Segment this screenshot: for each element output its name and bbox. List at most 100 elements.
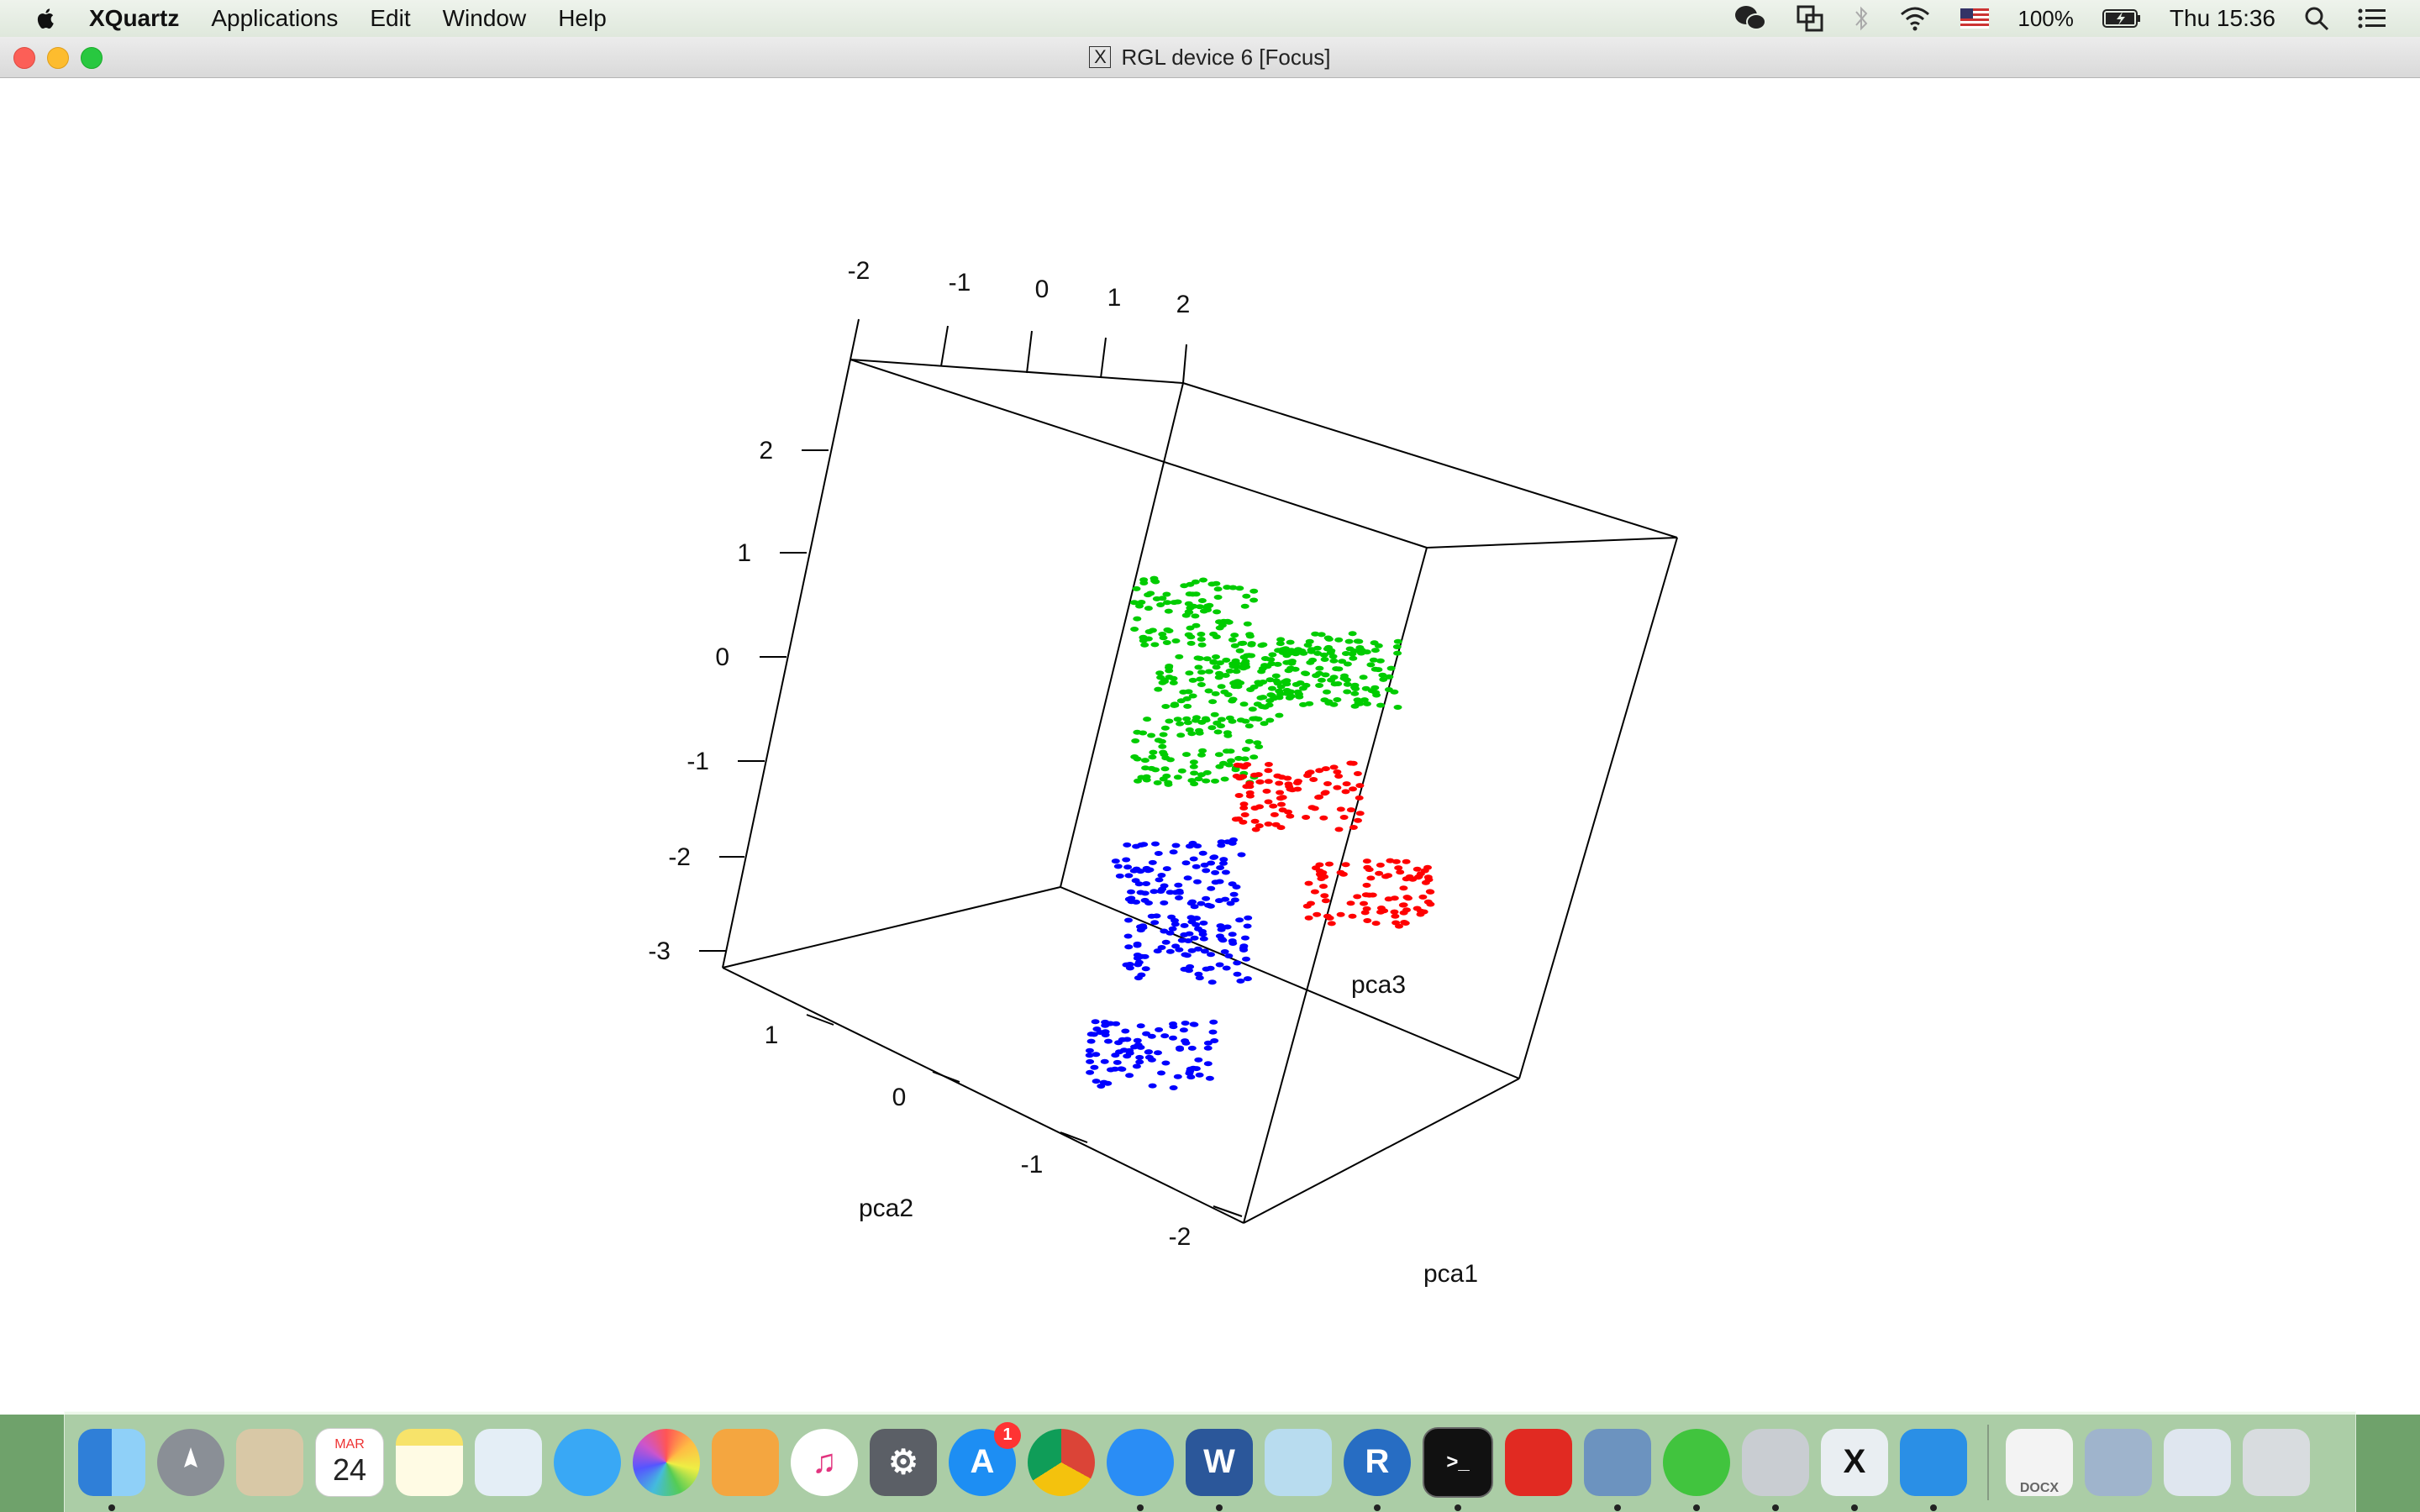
data-point (1355, 783, 1365, 789)
app-store-badge: 1 (994, 1421, 1021, 1449)
launchpad-icon[interactable] (157, 1428, 224, 1496)
data-point (1160, 928, 1169, 934)
data-point (1260, 721, 1269, 727)
data-point (1169, 849, 1178, 855)
preview-icon[interactable] (475, 1428, 542, 1496)
data-point (1304, 770, 1313, 776)
safari-icon[interactable] (1107, 1428, 1174, 1511)
data-point (1357, 648, 1366, 653)
data-point (1293, 786, 1302, 792)
data-point (1086, 1058, 1095, 1064)
finder-icon[interactable] (78, 1428, 145, 1511)
data-point (1203, 1040, 1213, 1046)
data-point (1271, 673, 1281, 679)
box-edge (1060, 382, 1184, 888)
data-point (1151, 767, 1160, 773)
database-icon[interactable] (1742, 1428, 1809, 1511)
tick-label-pca2: -2 (1169, 1223, 1192, 1251)
photos-icon[interactable] (633, 1428, 700, 1496)
calendar-icon[interactable]: MAR 24 (315, 1427, 384, 1497)
data-point (1189, 856, 1198, 862)
menu-edit[interactable]: Edit (370, 5, 411, 31)
data-point (1362, 858, 1371, 864)
data-point (1220, 776, 1229, 782)
word-icon[interactable]: W (1186, 1428, 1253, 1511)
data-point (1124, 917, 1133, 923)
data-point (1170, 600, 1179, 606)
netease-music-icon[interactable] (1505, 1428, 1572, 1496)
clock[interactable]: Thu 15:36 (2169, 5, 2275, 31)
menu-app-name[interactable]: XQuartz (89, 5, 180, 31)
battery-percent[interactable]: 100% (2018, 5, 2074, 31)
pages-icon[interactable] (712, 1428, 779, 1496)
rgl-3d-plot[interactable]: -2 -1 0 1 2 2 1 0 -1 -2 -3 1 0 -1 -2 pca… (0, 77, 2420, 1415)
data-point (1157, 1070, 1165, 1076)
menu-applications[interactable]: Applications (211, 5, 339, 31)
data-point (1315, 768, 1324, 774)
data-point (1292, 780, 1302, 785)
axis-label-pca3: pca3 (1351, 971, 1406, 999)
apple-icon[interactable] (34, 6, 59, 31)
data-point (1158, 632, 1167, 637)
notification-center-icon[interactable] (2358, 7, 2386, 30)
bluetooth-icon[interactable] (1853, 4, 1870, 33)
menu-window[interactable]: Window (442, 5, 527, 31)
data-point (1228, 932, 1237, 937)
search-icon[interactable] (2304, 6, 2329, 31)
axis-label-pca1: pca1 (1423, 1260, 1478, 1288)
box-edge (722, 359, 851, 969)
mail-icon[interactable] (236, 1428, 303, 1496)
data-point (1233, 679, 1242, 685)
wifi-icon[interactable] (1898, 6, 1932, 31)
screenshot-file-icon[interactable] (2164, 1428, 2231, 1496)
data-point (1139, 580, 1149, 585)
xcode-icon[interactable] (1900, 1428, 1967, 1511)
battery-icon[interactable] (2102, 8, 2141, 29)
data-point (1196, 604, 1204, 610)
dictionary-icon[interactable] (1265, 1428, 1332, 1496)
data-point (1336, 806, 1345, 812)
r-icon[interactable]: R (1344, 1428, 1411, 1511)
data-point (1340, 673, 1349, 679)
minimize-button[interactable] (47, 47, 69, 69)
data-point (1194, 776, 1203, 782)
data-point (1215, 898, 1223, 904)
data-point (1197, 637, 1206, 642)
chrome-icon[interactable] (1028, 1428, 1095, 1496)
docx-file-icon[interactable]: DOCX (2006, 1428, 2073, 1496)
notes-icon[interactable] (396, 1428, 463, 1496)
data-point (1240, 812, 1249, 817)
close-button[interactable] (13, 47, 35, 69)
data-point (1302, 815, 1311, 820)
data-point (1326, 650, 1335, 656)
data-point (1219, 857, 1228, 863)
data-point (1266, 657, 1276, 663)
db-file-icon[interactable] (2085, 1428, 2152, 1496)
data-point (1342, 781, 1351, 787)
screen-share-icon[interactable] (1796, 4, 1824, 33)
data-point (1249, 588, 1259, 594)
system-preferences-icon[interactable]: ⚙ (870, 1428, 937, 1496)
wechat-status-icon[interactable] (1733, 4, 1767, 33)
data-point (1086, 1032, 1096, 1037)
terminal-icon[interactable]: >_ (1423, 1426, 1493, 1511)
image-viewer-icon[interactable] (1584, 1428, 1651, 1511)
menu-help[interactable]: Help (558, 5, 607, 31)
zoom-button[interactable] (81, 47, 103, 69)
itunes-icon[interactable]: ♫ (791, 1428, 858, 1496)
data-point (1091, 1019, 1100, 1025)
data-point (1329, 701, 1339, 707)
data-point (1365, 892, 1374, 898)
messages-icon[interactable] (554, 1428, 621, 1496)
title-bar[interactable]: X RGL device 6 [Focus] (0, 37, 2420, 78)
xquartz-icon[interactable]: X (1821, 1428, 1888, 1511)
us-flag-icon[interactable] (1960, 8, 1990, 29)
data-point (1235, 585, 1244, 591)
menu-bar: XQuartz Applications Edit Window Help 10… (0, 0, 2420, 38)
data-point (1349, 786, 1357, 792)
data-point (1147, 1033, 1156, 1039)
trash-icon[interactable] (2243, 1428, 2310, 1496)
wechat-icon[interactable] (1663, 1428, 1730, 1511)
data-point (1228, 938, 1237, 944)
